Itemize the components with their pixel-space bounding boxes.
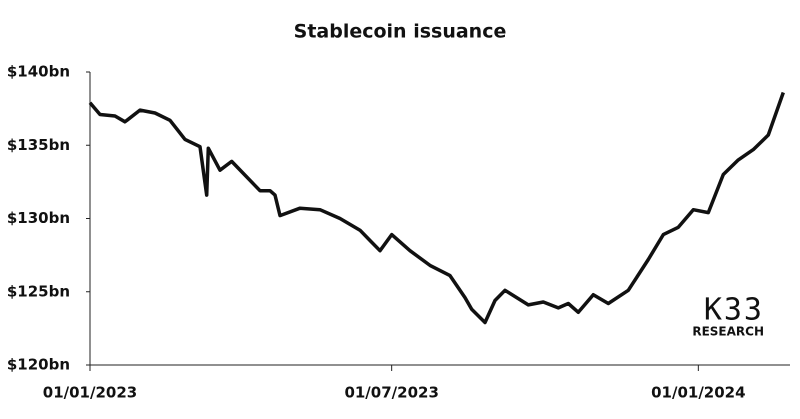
y-tick-label: $140bn xyxy=(7,63,70,81)
line xyxy=(88,91,785,325)
logo-name: K33 xyxy=(704,293,764,328)
y-tick-label: $125bn xyxy=(7,282,70,300)
y-tick-label: $130bn xyxy=(7,209,70,227)
y-tick-label: $135bn xyxy=(7,136,70,154)
logo-subtitle: RESEARCH xyxy=(692,325,764,339)
x-tick-label: 01/01/2024 xyxy=(651,384,745,402)
y-tick-label: $120bn xyxy=(7,356,70,374)
x-tick-label: 01/07/2023 xyxy=(344,384,438,402)
x-tick-label: 01/01/2023 xyxy=(43,384,137,402)
chart-title: Stablecoin issuance xyxy=(294,21,507,43)
